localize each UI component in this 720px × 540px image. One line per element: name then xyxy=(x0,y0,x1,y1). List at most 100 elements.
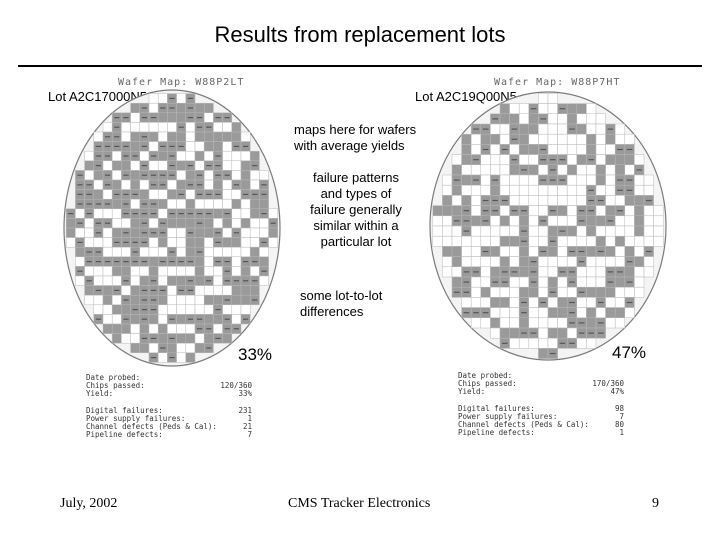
die-cell xyxy=(102,285,113,296)
die-code-mark xyxy=(169,97,175,99)
die-cell xyxy=(528,307,539,319)
die-cell xyxy=(576,235,587,247)
die-code-mark xyxy=(123,174,129,176)
die-cell xyxy=(547,317,558,329)
die-code-mark xyxy=(86,203,92,205)
die-code-mark xyxy=(105,145,111,147)
die-cell xyxy=(480,154,491,166)
die-code-mark xyxy=(224,328,230,330)
die-cell xyxy=(490,133,501,145)
die-cell xyxy=(121,304,131,315)
die-cell xyxy=(194,333,205,344)
die-cell xyxy=(576,144,587,155)
die-cell xyxy=(586,144,597,155)
die-code-mark xyxy=(243,318,249,320)
die-cell xyxy=(194,256,205,267)
die-cell xyxy=(595,113,606,125)
die-cell xyxy=(499,225,510,237)
die-code-mark xyxy=(502,271,508,273)
die-cell xyxy=(470,133,482,145)
die-cell xyxy=(75,256,85,267)
die-code-mark xyxy=(598,332,604,334)
stats-label: Power supply failures: xyxy=(86,414,186,424)
die-cell xyxy=(249,179,260,190)
die-code-mark xyxy=(169,337,175,339)
die-cell xyxy=(167,294,177,306)
die-cell xyxy=(509,195,520,206)
die-cell xyxy=(249,170,260,181)
die-cell xyxy=(490,123,501,135)
die-code-mark xyxy=(151,280,157,282)
die-cell xyxy=(509,276,520,288)
die-code-mark xyxy=(224,270,230,272)
die-code-mark xyxy=(492,118,498,120)
die-cell xyxy=(499,307,510,319)
die-cell xyxy=(93,189,104,200)
die-cell xyxy=(480,317,491,329)
die-cell xyxy=(93,208,104,219)
die-cell xyxy=(185,237,196,248)
die-cell xyxy=(75,208,85,219)
die-cell xyxy=(148,160,159,171)
die-cell xyxy=(518,154,530,166)
die-code-mark xyxy=(77,270,83,272)
die-code-mark xyxy=(95,251,101,253)
die-cell xyxy=(538,164,549,176)
die-cell xyxy=(148,314,159,325)
die-cell xyxy=(595,144,606,155)
die-cell xyxy=(595,266,606,278)
stats-row: Yield: 33% xyxy=(86,390,252,398)
die-code-mark xyxy=(86,251,92,253)
die-cell xyxy=(121,160,131,171)
die-cell xyxy=(249,246,260,258)
stats-row: Date probed: xyxy=(86,373,252,382)
die-code-mark xyxy=(463,291,470,293)
die-cell xyxy=(451,235,462,247)
die-cell xyxy=(634,205,645,217)
die-cell xyxy=(605,154,616,166)
die-code-mark xyxy=(141,213,147,215)
die-cell xyxy=(528,235,539,247)
die-code-mark xyxy=(105,155,111,157)
die-code-mark xyxy=(114,126,120,128)
die-code-mark xyxy=(123,241,129,243)
stats-label: Date probed: xyxy=(86,373,141,382)
die-cell xyxy=(185,352,196,363)
die-code-mark xyxy=(197,184,203,186)
die-cell xyxy=(643,215,654,227)
die-cell xyxy=(480,164,491,176)
die-code-mark xyxy=(530,281,537,283)
die-cell xyxy=(157,93,168,104)
die-cell xyxy=(490,184,501,196)
die-code-mark xyxy=(646,250,652,253)
die-cell xyxy=(557,286,568,298)
die-code-mark xyxy=(77,241,83,243)
die-cell xyxy=(157,122,168,133)
die-code-mark xyxy=(243,145,249,147)
die-code-mark xyxy=(206,280,212,282)
die-code-mark xyxy=(559,342,566,344)
die-cell xyxy=(528,225,539,237)
die-cell xyxy=(130,275,141,286)
die-cell xyxy=(624,235,635,247)
die-cell xyxy=(148,141,159,152)
die-cell xyxy=(586,317,597,329)
die-cell xyxy=(538,286,549,298)
die-code-mark xyxy=(607,281,614,283)
die-cell xyxy=(84,285,95,296)
die-cell xyxy=(259,198,269,210)
die-cell xyxy=(111,323,122,334)
die-cell xyxy=(111,150,122,162)
die-code-mark xyxy=(187,165,193,167)
die-cell xyxy=(586,164,597,176)
stats-value: 170/360 xyxy=(592,379,624,389)
die-cell xyxy=(121,131,131,142)
die-cell xyxy=(595,205,606,217)
die-code-mark xyxy=(454,291,460,293)
die-cell xyxy=(194,342,205,354)
die-cell xyxy=(111,170,122,181)
die-cell xyxy=(231,170,242,181)
die-cell xyxy=(231,150,242,162)
footer-title: CMS Tracker Electronics xyxy=(288,496,431,511)
stats-label: Yield: xyxy=(458,387,486,397)
